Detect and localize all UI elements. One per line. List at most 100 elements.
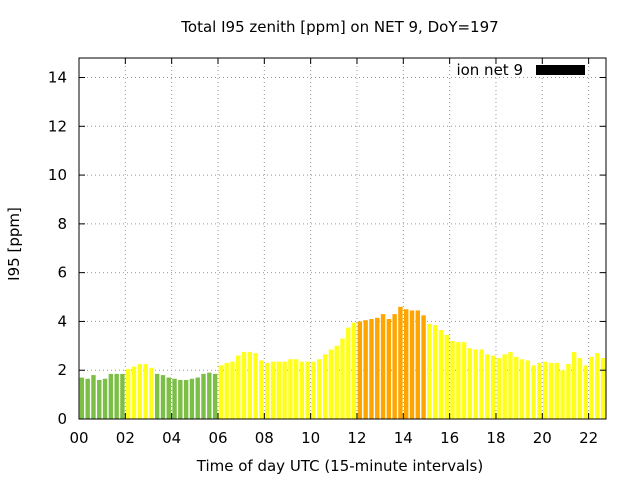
x-tick-label: 20: [533, 429, 552, 447]
bar: [566, 364, 571, 419]
bar: [218, 365, 224, 419]
bar: [490, 355, 496, 419]
bar: [79, 377, 85, 419]
x-tick-label: 04: [162, 429, 181, 447]
x-tick-label: 16: [440, 429, 459, 447]
bar: [560, 370, 565, 419]
y-tick-label: 2: [57, 361, 67, 379]
grid-layer: [79, 58, 606, 419]
bar: [456, 342, 461, 419]
y-tick-label: 6: [57, 264, 67, 282]
bar: [432, 325, 438, 419]
bar: [438, 329, 444, 419]
bar: [126, 368, 131, 419]
bar: [259, 360, 264, 419]
bar: [247, 351, 253, 419]
bar: [369, 318, 374, 419]
bar: [340, 338, 345, 419]
bar: [467, 348, 473, 419]
bar: [600, 358, 606, 419]
bar: [375, 317, 380, 419]
bar: [577, 358, 583, 419]
bar: [427, 323, 432, 419]
bar: [108, 373, 114, 419]
bar: [178, 379, 183, 419]
bar: [97, 379, 102, 419]
bar: [496, 358, 502, 419]
bar: [282, 361, 287, 419]
bar: [270, 361, 276, 419]
bar: [120, 373, 125, 419]
bar: [415, 310, 420, 419]
bar: [473, 349, 478, 419]
bar: [102, 378, 108, 419]
x-tick-label: 06: [208, 429, 227, 447]
bar: [207, 372, 212, 419]
bar: [357, 321, 363, 419]
bar: [166, 377, 171, 419]
bar: [461, 342, 467, 419]
bar: [305, 361, 310, 419]
bar: [519, 359, 525, 419]
bar: [595, 353, 600, 419]
bar: [230, 361, 235, 419]
bar: [236, 355, 241, 419]
y-tick-label: 0: [57, 410, 67, 428]
bar: [589, 356, 594, 419]
bar: [398, 306, 403, 419]
bar: [189, 378, 195, 419]
bar: [253, 353, 258, 419]
bar: [143, 364, 148, 419]
bar: [548, 362, 554, 419]
bar: [114, 373, 119, 419]
bar: [508, 351, 513, 419]
bar: [542, 361, 548, 419]
bar: [531, 365, 536, 419]
y-axis-label: I95 [ppm]: [5, 207, 23, 281]
bar: [404, 309, 409, 419]
bar: [137, 364, 143, 419]
legend-swatch: [536, 65, 585, 75]
bar: [299, 361, 305, 419]
y-tick-label: 10: [48, 166, 67, 184]
bar: [212, 373, 218, 419]
bar: [201, 373, 206, 419]
bar: [386, 318, 392, 419]
bar: [160, 375, 166, 419]
y-tick-label: 8: [57, 215, 67, 233]
bar: [276, 361, 281, 419]
bar: [485, 354, 490, 419]
bar: [172, 378, 177, 419]
x-tick-label: 22: [579, 429, 598, 447]
x-tick-label: 00: [69, 429, 88, 447]
bar: [311, 361, 316, 419]
bar: [317, 359, 322, 419]
bar: [554, 362, 559, 419]
y-tick-label: 14: [48, 69, 67, 87]
bar: [514, 356, 519, 419]
bar: [537, 362, 542, 419]
x-axis-label: Time of day UTC (15-minute intervals): [196, 457, 483, 475]
bar: [293, 359, 299, 419]
bar: [85, 378, 90, 419]
bar: [409, 310, 415, 419]
bar: [479, 349, 484, 419]
bars-layer: [79, 306, 606, 419]
bar: [351, 322, 357, 419]
bar: [183, 379, 189, 419]
bar: [288, 359, 293, 419]
bar: [502, 354, 507, 419]
x-tick-label: 12: [347, 429, 366, 447]
bar: [154, 373, 160, 419]
y-tick-label: 12: [48, 117, 67, 135]
bar: [241, 351, 247, 419]
x-tick-label: 18: [486, 429, 505, 447]
bar: [346, 327, 351, 419]
legend: ion net 9: [456, 61, 585, 79]
x-tick-label: 14: [394, 429, 413, 447]
y-tick-label: 4: [57, 312, 67, 330]
plot-frame: [78, 57, 607, 420]
